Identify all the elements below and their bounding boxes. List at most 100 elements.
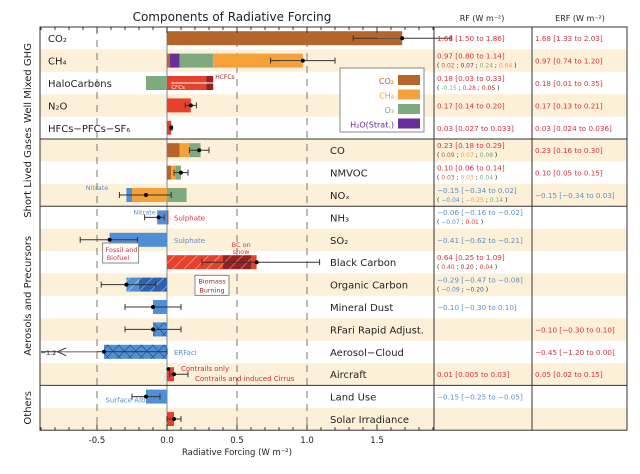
rf-breakdown-part: −0.20 [465,286,484,293]
bar-segment [167,210,169,225]
rf-breakdown: ( −0.04 ; −0.25 ; 0.14 ) [437,197,507,204]
bar-segment [213,53,303,68]
row-label: CO [330,146,345,157]
rf-breakdown-part: −0.25 [465,197,484,204]
rf-breakdown-part: ( [437,62,441,69]
group-label: Others [23,391,34,425]
rf-breakdown-part: ; [474,62,480,69]
erf-value: 0.97 [0.74 to 1.20] [535,57,603,66]
annotation-biomass: Burning [199,286,224,294]
rf-value: 0.97 [0.80 to 1.14] [437,51,505,60]
annotation-sulphate: Sulphate [174,214,205,222]
x-tick-label: 0.0 [160,436,174,446]
rf-breakdown-part: ) [479,219,483,226]
rf-breakdown-part: ; [474,264,480,271]
best-estimate-dot [197,148,202,153]
row-label: Organic Carbon [330,281,408,292]
bar-segment [167,98,191,113]
erf-value: 1.68 [1.33 to 2.03] [535,34,603,43]
rf-breakdown-part: ( [437,152,441,159]
bar-segment [167,143,180,158]
arrow-left-icon [56,347,67,357]
rf-value: −0.29 [−0.47 to −0.08] [437,275,523,284]
rf-column-header: RF (W m⁻²) [460,14,505,23]
best-estimate-dot [151,327,155,332]
plot-frame [39,26,628,431]
rf-value: 0.64 [0.25 to 1.09] [437,253,505,262]
rf-value: 0.10 [0.06 to 0.14] [437,163,505,172]
rf-breakdown: ( 0.03 ; 0.03 ; 0.04 ) [437,174,497,181]
erf-value: 0.17 [0.13 to 0.21] [535,101,603,110]
row-label: Land Use [330,393,376,404]
annotation-nitrate: Nitrate [86,184,108,192]
best-estimate-dot [179,170,183,175]
best-estimate-dot [300,58,305,63]
annotation-sulphate: Sulphate [174,237,205,245]
rf-breakdown: ( −0.07 ; 0.01 ) [437,219,483,226]
erf-value: −0.15 [−0.34 to 0.03] [535,191,615,200]
rf-breakdown-part: ; [476,85,482,92]
rf-breakdown-part: -0.15 [441,85,457,92]
erf-value: −0.10 [−0.30 to 0.10] [535,325,615,334]
row-label: CH₄ [48,57,67,68]
rf-value: 0.01 [0.005 to 0.03] [437,370,509,379]
rf-breakdown-part: 0.02 [441,62,455,69]
bar-segment [146,76,167,90]
rf-breakdown-part: 0.14 [490,197,504,204]
rf-breakdown-part: ; [460,286,466,293]
best-estimate-dot [144,193,148,197]
x-tick-label: -0.5 [89,436,106,446]
erf-value: 0.03 [0.024 to 0.036] [535,124,612,133]
annotation-box [102,242,140,264]
row-label: HFCs−PFCs−SF₆ [48,124,130,135]
bar-segment [167,165,172,180]
row-label: CO₂ [48,34,67,45]
rf-value: −0.15 [−0.34 to 0.02] [437,186,517,195]
rf-breakdown-part: ) [503,197,507,204]
bar-segment [171,165,176,180]
annotation-box [194,274,230,296]
rf-breakdown-part: −0.04 [441,197,460,204]
bar-segment [167,188,187,202]
rf-breakdown-part: ; [484,197,490,204]
best-estimate-dot [169,125,174,130]
x-tick-label: 0.5 [230,436,244,446]
bar-segment [179,143,190,158]
annotation-albedo: Surface Albedo [105,396,158,404]
bar-segment [169,53,180,68]
row-band [40,228,627,251]
legend: CO₂ CH₄ O₃ H₂O(Strat.) [339,67,425,133]
chart-title: Components of Radiative Forcing [133,10,332,24]
rf-value: −0.41 [−0.62 to −0.21] [437,236,523,245]
x-axis-label: Radiative Forcing (W m⁻²) [182,448,292,458]
rf-breakdown-part: 0.03 [460,174,474,181]
legend-label: CO₂ [379,77,394,86]
rf-breakdown-part: 0.28 [463,85,477,92]
best-estimate-dot [172,417,176,421]
rf-breakdown-part: ; [455,62,461,69]
best-estimate-dot [156,215,161,220]
rf-breakdown-part: ; [457,85,463,92]
rf-value: −0.06 [−0.16 to −0.02] [437,208,523,217]
legend-swatch [398,104,420,114]
bar-segment [167,120,172,135]
rf-breakdown-part: 0.24 [480,62,494,69]
annotation-hcfcs: HCFCs [215,74,234,81]
row-label: NMVOC [330,169,368,180]
rf-breakdown-part: 0.40 [441,264,455,271]
rf-breakdown-part: ( [437,85,441,92]
rf-value: 0.17 [0.14 to 0.20] [437,101,505,110]
rf-breakdown-part: 0.09 [441,152,455,159]
rf-breakdown-part: ; [460,219,466,226]
bar-hatch [167,255,223,270]
rf-breakdown-part: 0.04 [480,174,494,181]
rf-breakdown-part: ; [455,264,461,271]
rf-breakdown-part: ( [437,197,441,204]
contrails-dot [166,367,171,371]
annotation-fossil: Biofuel [107,254,130,262]
group-label: Short Lived Gases [23,127,34,217]
best-estimate-dot [172,372,176,377]
best-estimate-dot [144,394,148,399]
best-estimate-dot [400,36,405,41]
